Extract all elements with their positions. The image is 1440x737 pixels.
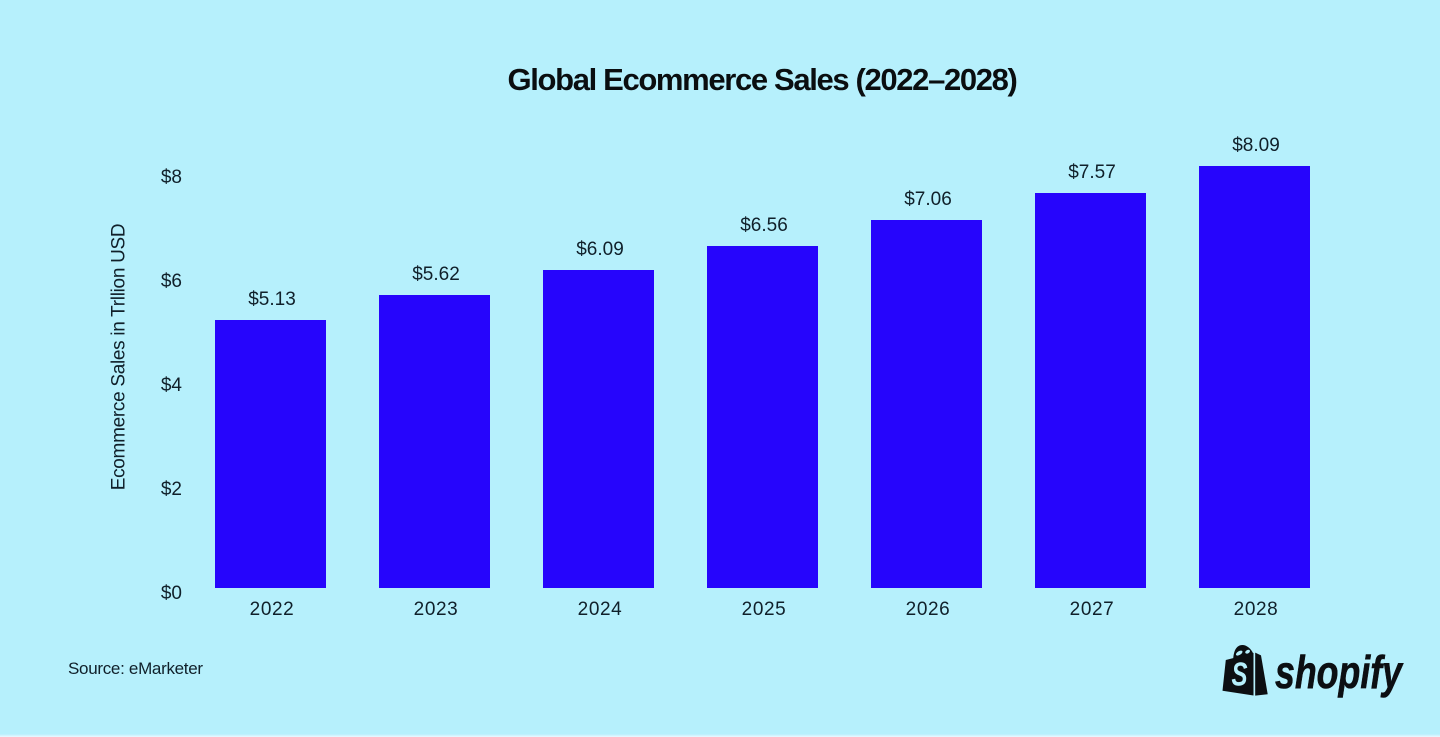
svg-text:S: S	[1232, 656, 1248, 693]
svg-text:shopify: shopify	[1275, 646, 1404, 698]
